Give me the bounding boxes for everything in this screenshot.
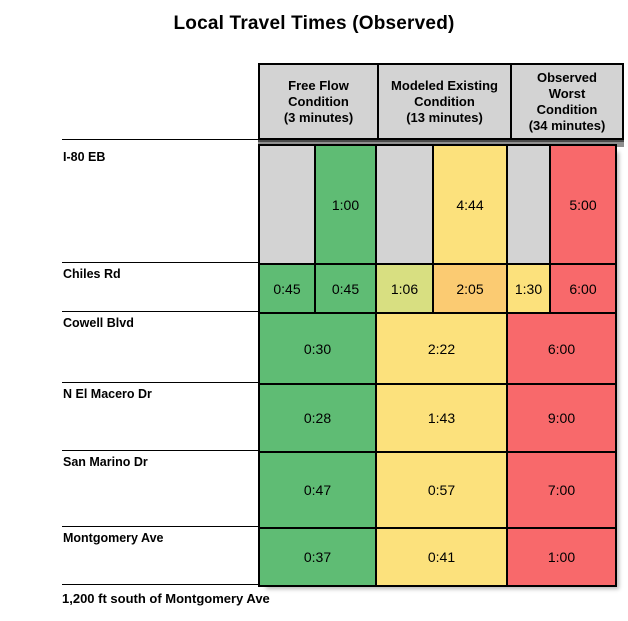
cell-i80-worst-blank <box>506 144 551 265</box>
header-line: Condition <box>288 93 349 109</box>
cell-chiles-freeflow-b: 0:45 <box>314 263 377 314</box>
row-divider <box>62 139 258 140</box>
row-divider <box>62 382 258 383</box>
cell-i80-modeled-value: 4:44 <box>432 144 508 265</box>
cell-chiles-freeflow-a: 0:45 <box>258 263 316 314</box>
row-label-cowell-blvd: Cowell Blvd <box>63 316 134 330</box>
axis-band <box>258 140 624 147</box>
row-label-montgomery-ave: Montgomery Ave <box>63 531 164 545</box>
header-line: Observed <box>537 69 597 85</box>
row-label-chiles-rd: Chiles Rd <box>63 267 121 281</box>
row-label-n-el-macero-dr: N El Macero Dr <box>63 387 152 401</box>
cell-chiles-modeled-b: 2:05 <box>432 263 508 314</box>
row-divider <box>62 526 258 527</box>
column-header-observed-worst: Observed Worst Condition (34 minutes) <box>510 63 624 140</box>
header-line: (13 minutes) <box>406 109 483 125</box>
cell-i80-freeflow-value: 1:00 <box>314 144 377 265</box>
chart-title: Local Travel Times (Observed) <box>173 13 455 34</box>
cell-chiles-worst-b: 6:00 <box>549 263 617 314</box>
cell-i80-worst-value: 5:00 <box>549 144 617 265</box>
header-line: Condition <box>536 101 598 117</box>
cell-macero-freeflow: 0:28 <box>258 383 377 453</box>
cell-cowell-freeflow: 0:30 <box>258 312 377 385</box>
cell-cowell-modeled: 2:22 <box>375 312 508 385</box>
column-header-row: Free Flow Condition (3 minutes) Modeled … <box>258 63 624 140</box>
column-header-modeled-existing: Modeled Existing Condition (13 minutes) <box>377 63 512 140</box>
cell-macero-modeled: 1:43 <box>375 383 508 453</box>
cell-i80-modeled-blank <box>375 144 434 265</box>
table-row: 0:45 0:45 1:06 2:05 1:30 6:00 <box>258 263 617 314</box>
travel-times-grid: 1:00 4:44 5:00 0:45 0:45 1:06 2:05 1:30 … <box>258 144 617 587</box>
row-label-i80-eb: I-80 EB <box>63 150 106 164</box>
header-line: Condition <box>414 93 475 109</box>
cell-montgomery-freeflow: 0:37 <box>258 527 377 587</box>
table-row: 0:37 0:41 1:00 <box>258 527 617 587</box>
cell-sanmarino-freeflow: 0:47 <box>258 451 377 529</box>
header-line: (3 minutes) <box>283 109 354 125</box>
cell-montgomery-modeled: 0:41 <box>375 527 508 587</box>
header-line: Free Flow <box>288 77 349 93</box>
table-row: 0:28 1:43 9:00 <box>258 383 617 453</box>
table-row: 0:30 2:22 6:00 <box>258 312 617 385</box>
row-divider <box>62 311 258 312</box>
row-label-san-marino-dr: San Marino Dr <box>63 455 148 469</box>
cell-chiles-modeled-a: 1:06 <box>375 263 434 314</box>
column-header-free-flow: Free Flow Condition (3 minutes) <box>258 63 379 140</box>
cell-sanmarino-worst: 7:00 <box>506 451 617 529</box>
table-row: 1:00 4:44 5:00 <box>258 144 617 265</box>
row-divider <box>62 584 258 585</box>
header-line: Worst <box>548 85 586 101</box>
table-row: 0:47 0:57 7:00 <box>258 451 617 529</box>
footnote: 1,200 ft south of Montgomery Ave <box>62 591 270 606</box>
cell-i80-freeflow-blank <box>258 144 316 265</box>
cell-chiles-worst-a: 1:30 <box>506 263 551 314</box>
header-line: (34 minutes) <box>528 117 606 133</box>
cell-macero-worst: 9:00 <box>506 383 617 453</box>
cell-cowell-worst: 6:00 <box>506 312 617 385</box>
cell-montgomery-worst: 1:00 <box>506 527 617 587</box>
cell-sanmarino-modeled: 0:57 <box>375 451 508 529</box>
header-line: Modeled Existing <box>391 77 498 93</box>
row-divider <box>62 262 258 263</box>
row-divider <box>62 450 258 451</box>
